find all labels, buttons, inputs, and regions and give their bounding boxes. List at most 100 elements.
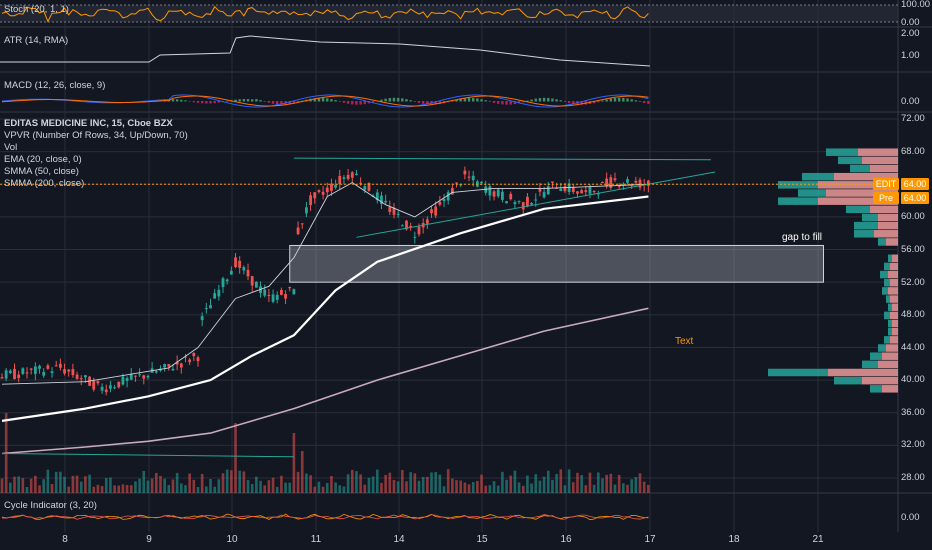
x-tick: 18 bbox=[728, 534, 739, 545]
text-annotation[interactable]: Text bbox=[675, 336, 693, 347]
volume-bar bbox=[480, 475, 483, 493]
vpvr-up-bar bbox=[798, 189, 826, 197]
candle-body bbox=[284, 294, 287, 299]
volume-bar bbox=[230, 470, 233, 493]
volume-bar bbox=[234, 423, 237, 493]
vpvr-up-bar bbox=[854, 222, 878, 230]
volume-bar bbox=[347, 474, 350, 493]
volume-bar bbox=[26, 487, 29, 493]
volume-bar bbox=[647, 485, 650, 493]
macd-histogram-bar bbox=[322, 98, 324, 102]
candle-body bbox=[242, 267, 245, 271]
candle-body bbox=[288, 287, 291, 288]
ema20-line bbox=[2, 183, 648, 385]
vpvr-up-bar bbox=[888, 320, 892, 328]
candle-body bbox=[163, 364, 166, 367]
vpvr-down-bar bbox=[890, 263, 898, 271]
vpvr-down-bar bbox=[890, 312, 898, 320]
macd-histogram-bar bbox=[539, 98, 541, 101]
volume-bar bbox=[522, 486, 525, 493]
volume-bar bbox=[547, 471, 550, 493]
macd-histogram-bar bbox=[639, 101, 641, 102]
macd-histogram-bar bbox=[255, 99, 257, 101]
volume-bar bbox=[409, 472, 412, 493]
candle-body bbox=[322, 192, 325, 195]
volume-bar bbox=[539, 481, 542, 493]
candle-body bbox=[338, 176, 341, 184]
macd-histogram-bar bbox=[468, 98, 470, 102]
volume-bar bbox=[476, 481, 479, 493]
volume-bar bbox=[639, 473, 642, 493]
volume-bar bbox=[380, 483, 383, 493]
candle-body bbox=[280, 290, 283, 295]
volume-bar bbox=[635, 477, 638, 493]
vpvr-up-bar bbox=[850, 165, 870, 173]
volume-bar bbox=[605, 475, 608, 493]
volume-bar bbox=[468, 484, 471, 493]
volume-bar bbox=[284, 483, 287, 493]
volume-bar bbox=[334, 482, 337, 493]
volume-bar bbox=[126, 485, 129, 493]
candle-body bbox=[180, 363, 183, 367]
volume-bar bbox=[251, 484, 254, 493]
macd-histogram-bar bbox=[543, 98, 545, 102]
candle-body bbox=[201, 316, 204, 320]
volume-bar bbox=[397, 481, 400, 493]
macd-histogram-bar bbox=[355, 101, 357, 105]
volume-bar bbox=[172, 479, 175, 493]
macd-histogram-bar bbox=[351, 101, 353, 104]
candle-body bbox=[105, 389, 108, 392]
macd-histogram-bar bbox=[343, 101, 345, 103]
candle-body bbox=[343, 177, 346, 179]
macd-histogram-bar bbox=[564, 101, 566, 102]
vpvr-up-bar bbox=[802, 173, 834, 181]
candle-body bbox=[293, 289, 296, 294]
candle-body bbox=[5, 370, 8, 378]
macd-histogram-bar bbox=[339, 101, 341, 102]
vpvr-up-bar bbox=[778, 197, 818, 205]
vpvr-down-bar bbox=[878, 361, 898, 369]
vpvr-down-bar bbox=[878, 214, 898, 222]
macd-histogram-bar bbox=[618, 98, 620, 102]
volume-bar bbox=[301, 451, 304, 493]
volume-bar bbox=[597, 472, 600, 493]
price-tick: 36.00 bbox=[901, 408, 925, 418]
symbol-title[interactable]: EDITAS MEDICINE INC, 15, Cboe BZX bbox=[4, 118, 173, 129]
candle-body bbox=[138, 374, 141, 375]
volume-bar bbox=[518, 483, 521, 493]
candle-body bbox=[493, 191, 496, 196]
candle-body bbox=[534, 200, 537, 201]
volume-bar bbox=[97, 485, 100, 493]
volume-bar bbox=[176, 473, 179, 493]
candle-body bbox=[297, 228, 300, 235]
volume-bar bbox=[276, 487, 279, 493]
macd-histogram-bar bbox=[197, 101, 199, 103]
x-tick: 8 bbox=[62, 534, 68, 545]
price-tick: 60.00 bbox=[901, 212, 925, 222]
gap-zone-box bbox=[290, 245, 824, 282]
smma200-label: SMMA (200, close) bbox=[4, 178, 84, 189]
macd-histogram-bar bbox=[238, 99, 240, 101]
macd-histogram-bar bbox=[193, 101, 195, 102]
volume-bar bbox=[180, 483, 183, 493]
macd-histogram-bar bbox=[547, 98, 549, 102]
candle-body bbox=[209, 305, 212, 308]
macd-histogram-bar bbox=[560, 100, 562, 101]
candle-body bbox=[59, 364, 62, 368]
candle-body bbox=[230, 271, 233, 275]
smma200-line bbox=[2, 308, 648, 453]
stoch-tick: 100.00 bbox=[901, 0, 930, 10]
ticker-badge: EDIT bbox=[873, 178, 899, 190]
macd-histogram-bar bbox=[535, 99, 537, 102]
volume-bar bbox=[280, 476, 283, 493]
volume-bar bbox=[572, 482, 575, 493]
volume-bar bbox=[193, 480, 196, 493]
candle-body bbox=[63, 369, 66, 373]
macd-histogram-bar bbox=[201, 101, 203, 103]
gap-annotation[interactable]: gap to fill bbox=[782, 232, 822, 243]
vpvr-down-bar bbox=[886, 238, 898, 246]
candle-body bbox=[213, 293, 216, 298]
vpvr-down-bar bbox=[886, 344, 898, 352]
volume-bar bbox=[626, 485, 629, 493]
